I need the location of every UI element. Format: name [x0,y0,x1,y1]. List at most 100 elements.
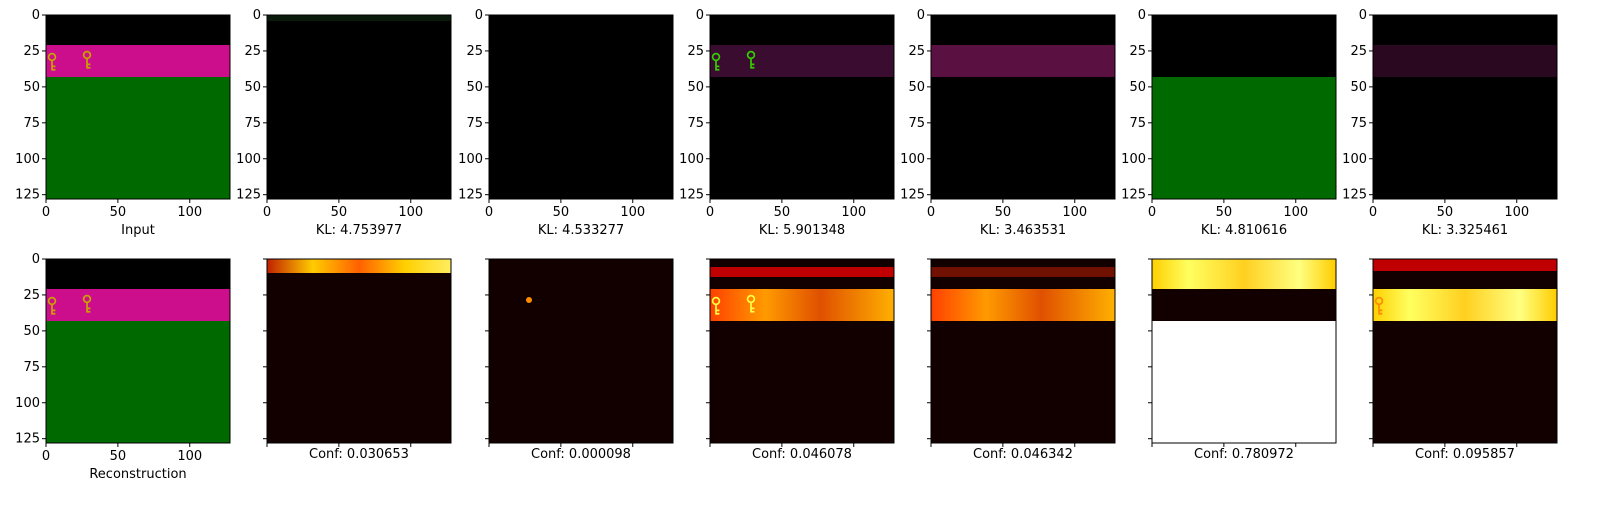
axes-frame [1151,14,1337,200]
dim-magenta-band [1373,45,1557,77]
top-panel-5: 0 50 100 0 25 50 75 100 125 KL: 3.463531 [900,8,1116,238]
axes-frame [45,14,231,200]
y-tick-label: 25 [244,44,261,59]
panel-caption: KL: 4.533277 [538,223,624,238]
x-tick-label: 0 [927,205,935,220]
y-tick-label: 100 [15,152,40,167]
y-tick-label: 100 [679,152,704,167]
y-tick-label: 125 [1342,188,1367,203]
y-tick-label: 50 [908,80,925,95]
y-tick-label: 50 [23,324,40,339]
x-tick-label: 50 [995,205,1012,220]
green-region [1152,77,1336,199]
green-region [46,77,230,199]
key-icon-shaft [750,58,755,69]
bottom-panel-1: 0 50 100 0 25 50 75 100 125 Reconstruction [15,252,231,482]
background [489,15,673,199]
y-tick-label: 75 [23,360,40,375]
panel-caption: KL: 3.325461 [1422,223,1508,238]
key-icon [82,50,92,60]
axes-frame [709,14,895,200]
y-tick-label: 0 [1138,8,1146,23]
key-icon-shaft [86,302,91,313]
bottom-panel-5: Conf: 0.046342 [927,258,1116,462]
y-tick-label: 125 [15,432,40,447]
bottom-panel-7: Conf: 0.095857 [1369,258,1558,462]
axes-frame [709,258,895,444]
y-tick-label: 100 [1121,152,1146,167]
y-tick-label: 100 [458,152,483,167]
green-region [46,321,230,443]
y-tick-label: 125 [679,188,704,203]
panel-caption: KL: 3.463531 [980,223,1066,238]
top-panel-3: 0 50 100 0 25 50 75 100 125 KL: 4.533277 [458,8,674,238]
panel-caption: Conf: 0.780972 [1194,447,1294,462]
axes-frame [266,14,452,200]
magenta-band [46,45,230,77]
hot-top-band [267,259,451,273]
bottom-panel-3: Conf: 0.000098 [485,258,674,462]
background [267,15,451,199]
x-tick-label: 0 [42,205,50,220]
key-icon [746,50,756,60]
x-tick-label: 50 [110,205,127,220]
axes-frame [266,258,452,444]
y-tick-label: 125 [458,188,483,203]
y-tick-label: 0 [696,8,704,23]
y-tick-label: 0 [475,8,483,23]
x-tick-label: 100 [1504,205,1529,220]
heatmap-background [710,259,894,443]
x-tick-label: 50 [331,205,348,220]
faint-top-band [267,15,451,21]
axes-frame [930,258,1116,444]
axes-frame [1151,258,1337,444]
key-icon [711,52,721,62]
y-tick-label: 25 [687,44,704,59]
y-tick-label: 0 [917,8,925,23]
panel-caption: KL: 4.753977 [316,223,402,238]
x-tick-label: 100 [398,205,423,220]
magenta-band [46,289,230,321]
y-tick-label: 75 [687,116,704,131]
x-tick-label: 0 [263,205,271,220]
x-tick-label: 0 [485,205,493,220]
y-tick-label: 125 [15,188,40,203]
x-tick-label: 0 [706,205,714,220]
key-icon-shaft [51,304,56,315]
key-icon-shaft [715,60,720,71]
y-tick-label: 50 [23,80,40,95]
heatmap-background [267,259,451,443]
y-tick-label: 75 [244,116,261,131]
key-icon [47,52,57,62]
bottom-panel-4: Conf: 0.046078 [706,258,895,462]
x-tick-label: 50 [110,449,127,464]
key-icon-shaft [715,304,720,315]
top-panel-1: 0 50 100 0 25 50 75 100 125 Input [15,8,231,238]
x-tick-label: 100 [177,205,202,220]
y-tick-label: 50 [466,80,483,95]
y-tick-label: 25 [23,44,40,59]
hot-spot [526,297,532,303]
x-tick-label: 0 [1369,205,1377,220]
panel-caption: Conf: 0.000098 [531,447,631,462]
key-icon-shaft [51,60,56,71]
y-tick-label: 25 [23,288,40,303]
panel-caption: KL: 5.901348 [759,223,845,238]
y-tick-label: 100 [900,152,925,167]
axes-frame [488,258,674,444]
panel-caption: Conf: 0.030653 [309,447,409,462]
y-tick-label: 75 [466,116,483,131]
x-tick-label: 0 [1148,205,1156,220]
top-panel-4: 0 50 100 0 25 50 75 100 125 KL: 5.901348 [679,8,895,238]
heatmap-background [1373,259,1557,443]
axes-frame [45,258,231,444]
heat-strip [931,267,1115,277]
saturated-region [1152,321,1336,443]
top-panel-7: 0 50 100 0 25 50 75 100 125 KL: 3.325461 [1342,8,1558,238]
y-tick-label: 75 [908,116,925,131]
panel-caption: Conf: 0.046342 [973,447,1073,462]
heatmap-background [931,259,1115,443]
key-icon-shaft [86,58,91,69]
top-panel-6: 0 50 100 0 25 50 75 100 125 KL: 4.810616 [1121,8,1337,238]
